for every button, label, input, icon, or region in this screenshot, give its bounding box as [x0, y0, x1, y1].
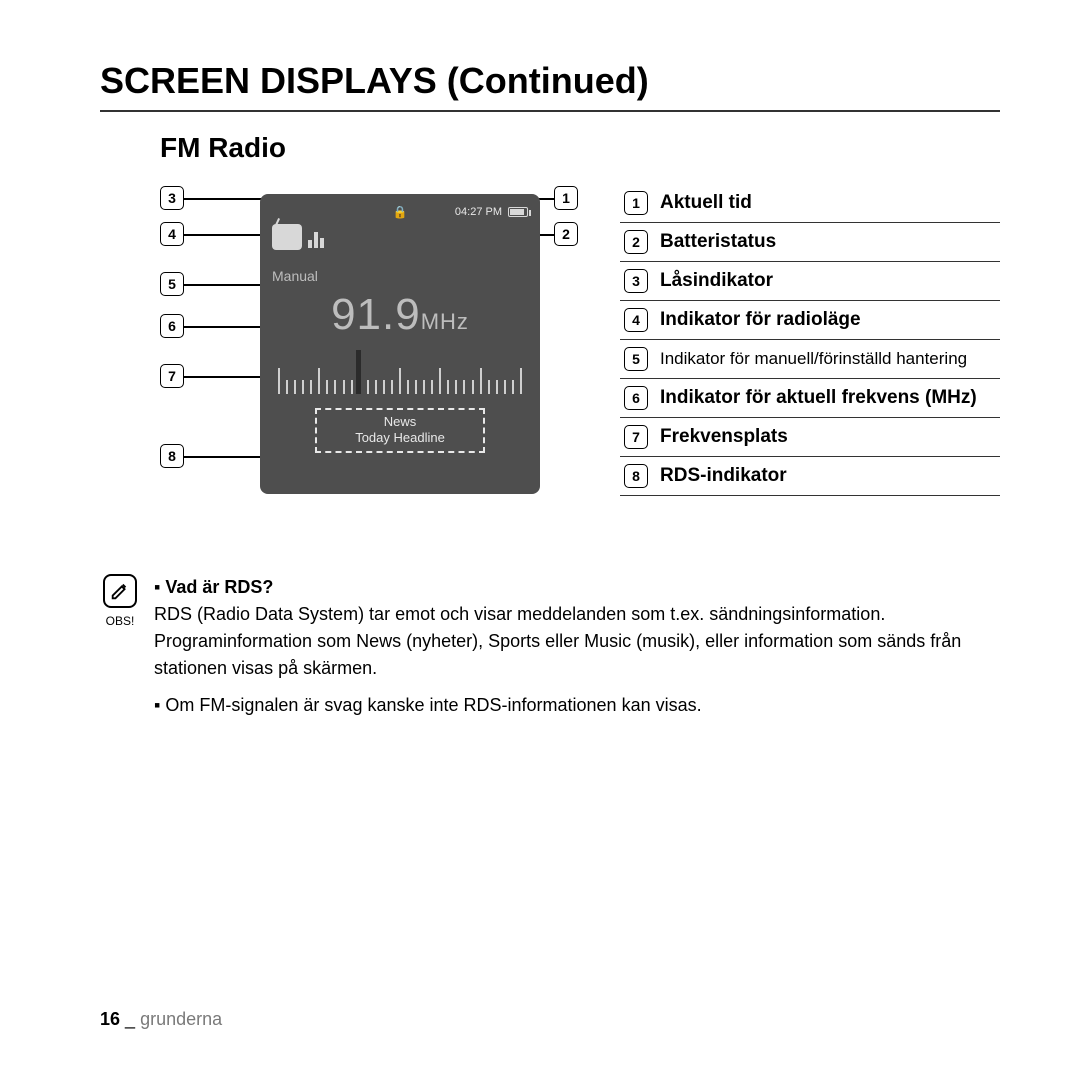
- battery-icon: [508, 207, 528, 217]
- callout-4: 4: [160, 222, 184, 246]
- diagram-row: 3 4 5 6 7 8 1 2 🔒 04:27 PM: [160, 184, 1000, 514]
- legend-row: 7 Frekvensplats: [620, 418, 1000, 457]
- page-footer: 16 _ grunderna: [100, 1009, 222, 1030]
- tuning-mode-label: Manual: [272, 268, 528, 284]
- dial-tick: [504, 380, 506, 394]
- radio-icon: [272, 224, 302, 250]
- device-callout-area: 3 4 5 6 7 8 1 2 🔒 04:27 PM: [160, 184, 580, 514]
- note-block: OBS! ▪ Vad är RDS? RDS (Radio Data Syste…: [100, 574, 1000, 729]
- dial-tick: [383, 380, 385, 394]
- dial-tick: [399, 368, 401, 394]
- eq-icon: [308, 226, 324, 248]
- rds-line2: Today Headline: [317, 430, 483, 446]
- legend-label: Indikator för aktuell frekvens (MHz): [660, 387, 977, 409]
- legend-label: Aktuell tid: [660, 192, 752, 214]
- legend-row: 3 Låsindikator: [620, 262, 1000, 301]
- lead-5: [184, 284, 266, 286]
- frequency-unit: MHz: [421, 309, 469, 334]
- dial-tick: [472, 380, 474, 394]
- bullet: ▪: [154, 695, 165, 715]
- dial-needle: [356, 350, 361, 394]
- legend-label: Indikator för radioläge: [660, 309, 861, 331]
- dial-tick: [480, 368, 482, 394]
- dial-tick: [463, 380, 465, 394]
- note-para1: RDS (Radio Data System) tar emot och vis…: [154, 604, 961, 678]
- legend-num: 1: [624, 191, 648, 215]
- dial-tick: [310, 380, 312, 394]
- dial-tick: [455, 380, 457, 394]
- footer-sep: _: [125, 1009, 135, 1029]
- legend-row: 1 Aktuell tid: [620, 184, 1000, 223]
- dial-tick: [496, 380, 498, 394]
- rds-box: News Today Headline: [315, 408, 485, 453]
- page-number: 16: [100, 1009, 120, 1029]
- callout-5: 5: [160, 272, 184, 296]
- frequency-display: 91.9MHz: [272, 290, 528, 340]
- dial-tick: [334, 380, 336, 394]
- legend-num: 3: [624, 269, 648, 293]
- frequency-dial: [272, 354, 528, 394]
- dial-tick: [278, 368, 280, 394]
- note-para2: Om FM-signalen är svag kanske inte RDS-i…: [165, 695, 701, 715]
- section-title: FM Radio: [160, 132, 1000, 164]
- dial-tick: [302, 380, 304, 394]
- legend-label: Indikator för manuell/förinställd hanter…: [660, 349, 967, 369]
- status-bar: 🔒 04:27 PM: [272, 204, 528, 220]
- dial-tick: [512, 380, 514, 394]
- footer-section: grunderna: [140, 1009, 222, 1029]
- dial-tick: [407, 380, 409, 394]
- page-title: SCREEN DISPLAYS (Continued): [100, 60, 1000, 112]
- legend-row: 5 Indikator för manuell/förinställd hante…: [620, 340, 1000, 379]
- dial-tick: [351, 380, 353, 394]
- dial-tick: [431, 380, 433, 394]
- lead-4: [184, 234, 266, 236]
- obs-label: OBS!: [106, 612, 135, 630]
- dial-tick: [439, 368, 441, 394]
- dial-tick: [326, 380, 328, 394]
- legend-label: Batteristatus: [660, 231, 776, 253]
- note-body: ▪ Vad är RDS? RDS (Radio Data System) ta…: [154, 574, 1000, 729]
- radio-mode-row: [272, 224, 528, 250]
- legend-label: Låsindikator: [660, 270, 773, 292]
- dial-tick: [318, 368, 320, 394]
- dial-tick: [520, 368, 522, 394]
- legend-row: 4 Indikator för radioläge: [620, 301, 1000, 340]
- callout-2: 2: [554, 222, 578, 246]
- lock-icon: 🔒: [393, 205, 408, 219]
- legend-row: 2 Batteristatus: [620, 223, 1000, 262]
- legend-row: 8 RDS-indikator: [620, 457, 1000, 496]
- note-heading: Vad är RDS?: [165, 577, 273, 597]
- rds-line1: News: [317, 414, 483, 430]
- dial-tick: [391, 380, 393, 394]
- callout-6: 6: [160, 314, 184, 338]
- legend-row: 6 Indikator för aktuell frekvens (MHz): [620, 379, 1000, 418]
- callout-7: 7: [160, 364, 184, 388]
- legend-num: 8: [624, 464, 648, 488]
- dial-tick: [375, 380, 377, 394]
- legend-num: 6: [624, 386, 648, 410]
- callout-8: 8: [160, 444, 184, 468]
- legend-label: Frekvensplats: [660, 426, 788, 448]
- frequency-value: 91.9: [331, 290, 421, 339]
- note-icon: [103, 574, 137, 608]
- legend-label: RDS-indikator: [660, 465, 787, 487]
- legend-num: 5: [624, 347, 648, 371]
- legend-num: 2: [624, 230, 648, 254]
- legend-num: 7: [624, 425, 648, 449]
- fm-radio-screen: 🔒 04:27 PM Manual 91.9MHz News Today Hea…: [260, 194, 540, 494]
- bullet: ▪: [154, 577, 165, 597]
- dial-tick: [423, 380, 425, 394]
- dial-tick: [367, 380, 369, 394]
- legend-table: 1 Aktuell tid 2 Batteristatus 3 Låsindikator 4…: [620, 184, 1000, 496]
- dial-tick: [294, 380, 296, 394]
- dial-tick: [488, 380, 490, 394]
- callout-1: 1: [554, 186, 578, 210]
- dial-tick: [343, 380, 345, 394]
- dial-tick: [415, 380, 417, 394]
- callout-3: 3: [160, 186, 184, 210]
- dial-tick: [447, 380, 449, 394]
- legend-num: 4: [624, 308, 648, 332]
- current-time: 04:27 PM: [455, 206, 502, 218]
- dial-tick: [286, 380, 288, 394]
